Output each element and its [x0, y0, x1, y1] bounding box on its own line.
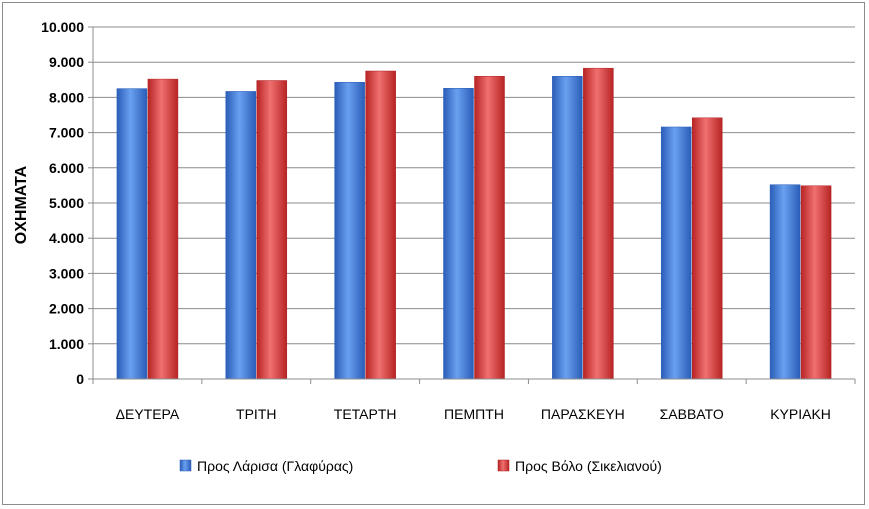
bar-volos-6	[691, 117, 723, 380]
y-tick-label: 9.000	[49, 54, 84, 70]
y-tick-label: 2.000	[49, 301, 84, 317]
legend-label-2: Προς Βόλο (Σικελιανού)	[515, 458, 662, 474]
y-tick-label: 8.000	[49, 89, 84, 105]
x-category-label: ΤΕΤΑΡΤΗ	[334, 406, 397, 422]
legend-swatch-2	[497, 459, 510, 472]
x-category-label: ΤΡΙΤΗ	[236, 406, 276, 422]
bar-volos-5	[583, 67, 614, 380]
y-tick-label: 4.000	[49, 230, 84, 246]
y-tick-label: 10.000	[41, 19, 84, 35]
bar-larisa-6	[660, 126, 692, 380]
legend: Προς Λάρισα (Γλαφύρας) Προς Βόλο (Σικελια…	[179, 458, 662, 474]
bar-volos-1	[147, 78, 179, 380]
bar-larisa-2	[225, 91, 257, 380]
y-tick-label: 1.000	[49, 336, 84, 352]
bar-larisa-5	[552, 76, 583, 380]
y-tick-label: 3.000	[49, 265, 84, 281]
x-category-label: ΠΕΜΠΤΗ	[444, 406, 504, 422]
bar-larisa-1	[116, 88, 148, 380]
legend-swatch-1	[179, 459, 192, 472]
y-tick-label: 7.000	[49, 125, 84, 141]
bar-volos-4	[474, 76, 505, 380]
x-category-labels: ΔΕΥΤΕΡΑ ΤΡΙΤΗ ΤΕΤΑΡΤΗ ΠΕΜΠΤΗ ΠΑΡΑΣΚΕΥΗ ΣΑΒΒΑΤ…	[116, 406, 831, 422]
x-category-label: ΠΑΡΑΣΚΕΥΗ	[541, 406, 625, 422]
bar-larisa-4	[443, 87, 474, 380]
y-tick-label: 5.000	[49, 195, 84, 211]
x-category-label: ΔΕΥΤΕΡΑ	[116, 406, 180, 422]
bar-larisa-3	[334, 82, 365, 380]
gridlines	[93, 26, 855, 345]
y-tick-label: 0	[76, 371, 84, 387]
y-tick-labels: 0 1.000 2.000 3.000 4.000 5.000 6.000 7.000 8.00…	[41, 19, 84, 387]
bars	[116, 67, 832, 380]
x-category-label: ΣΑΒΒΑΤΟ	[660, 406, 724, 422]
bar-volos-7	[800, 185, 832, 380]
x-category-label: ΚΥΡΙΑΚΗ	[770, 406, 831, 422]
bar-volos-3	[365, 70, 396, 380]
bar-larisa-7	[769, 184, 801, 380]
axes	[88, 26, 856, 384]
y-tick-label: 6.000	[49, 160, 84, 176]
y-axis-label: ΟΧΗΜΑΤΑ	[13, 165, 30, 244]
legend-label-1: Προς Λάρισα (Γλαφύρας)	[197, 458, 353, 474]
bar-volos-2	[256, 80, 288, 380]
